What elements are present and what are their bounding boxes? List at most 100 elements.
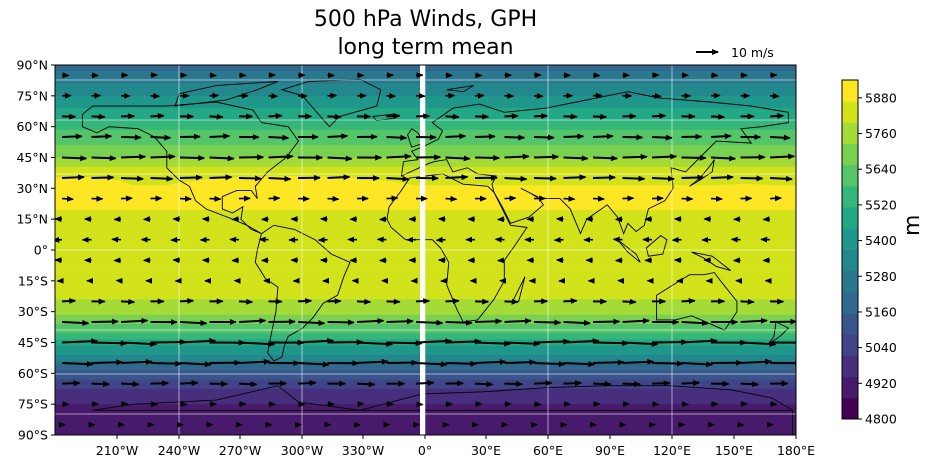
coastline-south-america xyxy=(254,224,351,362)
wind-arrow xyxy=(474,318,503,325)
wind-arrow xyxy=(61,338,99,345)
wind-arrow xyxy=(179,361,212,368)
wind-arrow xyxy=(179,338,217,344)
lat-tick-label: 45°N xyxy=(16,150,48,165)
coastline-new-zealand xyxy=(767,321,790,345)
wind-arrow xyxy=(769,195,782,202)
wind-arrow xyxy=(504,340,541,347)
wind-arrow xyxy=(445,298,460,305)
wind-arrow xyxy=(238,341,276,348)
lon-tick-label: 210°W xyxy=(96,443,138,458)
wind-arrow xyxy=(150,360,183,367)
wind-arrow xyxy=(327,113,342,120)
wind-arrow xyxy=(120,358,153,365)
wind-arrow xyxy=(710,174,734,181)
coastline-borneo xyxy=(645,235,668,257)
wind-arrow xyxy=(563,361,596,368)
wind-arrow xyxy=(592,340,630,347)
wind-arrow xyxy=(327,133,349,140)
wind-arrow xyxy=(504,153,530,160)
lon-tick-label: 30°E xyxy=(471,443,501,458)
wind-arrow xyxy=(445,360,478,367)
wind-arrow xyxy=(681,380,701,387)
wind-arrow xyxy=(150,113,165,120)
gph-high-cell xyxy=(55,177,87,195)
wind-arrow xyxy=(681,298,696,305)
wind-arrow xyxy=(150,153,176,160)
lon-tick-label: 330°W xyxy=(342,443,384,458)
coastline-africa xyxy=(386,173,528,323)
wind-arrow xyxy=(179,380,199,387)
wind-arrow xyxy=(651,360,684,367)
wind-arrow xyxy=(209,133,231,140)
wind-arrow xyxy=(740,358,773,365)
wind-arrow xyxy=(179,298,195,305)
wind-arrow xyxy=(91,359,124,366)
wind-arrow xyxy=(120,381,140,388)
coastline-north-america xyxy=(81,101,300,235)
wind-arrow xyxy=(563,155,589,162)
wind-arrow xyxy=(386,318,414,325)
wind-arrow xyxy=(209,155,235,162)
wind-arrow xyxy=(563,380,583,387)
wind-arrow xyxy=(563,298,578,305)
lat-tick-label: 75°S xyxy=(18,397,48,412)
coastlines xyxy=(81,78,793,435)
wind-arrow xyxy=(61,155,88,162)
wind-arrow xyxy=(238,358,271,365)
longitude-ticks: 210°W 240°W 270°W 300°W 330°W 0° 30°E 60°E 90°E 1… xyxy=(96,435,815,458)
wind-arrow xyxy=(504,318,532,325)
wind-arrow xyxy=(120,340,158,347)
wind-arrow xyxy=(769,134,791,141)
wind-arrow xyxy=(474,133,496,140)
lat-tick-label: 30°N xyxy=(16,181,48,196)
wind-arrow xyxy=(209,113,224,120)
wind-arrow xyxy=(445,133,467,140)
coastline-new-guinea xyxy=(691,251,732,272)
wind-arrow xyxy=(622,340,659,347)
wind-arrow xyxy=(150,134,172,141)
wind-arrow xyxy=(592,113,608,120)
wind-arrow xyxy=(356,298,372,305)
wind-arrow xyxy=(681,174,705,181)
wind-arrow xyxy=(445,319,473,326)
wind-arrow xyxy=(681,320,709,327)
lon-tick-label: 300°W xyxy=(281,443,323,458)
gph-high-cell xyxy=(697,184,793,204)
coastline-sumatra xyxy=(617,239,641,263)
wind-arrow xyxy=(91,155,117,162)
wind-arrow xyxy=(622,175,646,182)
wind-arrow xyxy=(150,175,174,182)
lat-tick-label: 30°S xyxy=(18,304,48,319)
wind-arrow xyxy=(769,153,796,160)
wind-arrow xyxy=(91,133,113,140)
wind-arrow xyxy=(386,175,410,182)
map-title-line-1: 500 hPa Winds, GPH xyxy=(313,7,538,32)
wind-arrow xyxy=(533,113,549,120)
wind-arrow xyxy=(356,318,385,325)
coastline-eurasia xyxy=(400,91,789,235)
wind-arrow xyxy=(504,359,537,366)
lon-tick-label: 270°W xyxy=(219,443,261,458)
wind-arrow xyxy=(710,133,732,140)
wind-arrow xyxy=(209,174,233,181)
wind-arrow xyxy=(474,381,494,388)
wind-arrow xyxy=(681,337,718,344)
wind-arrow xyxy=(327,174,351,181)
map-title-line-2: long term mean xyxy=(337,35,514,60)
wind-arrow xyxy=(563,133,585,140)
wind-arrow xyxy=(533,338,571,345)
wind-arrow xyxy=(415,361,448,368)
lon-tick-label: 240°W xyxy=(158,443,200,458)
wind-arrow xyxy=(356,358,389,365)
wind-arrow xyxy=(356,381,376,388)
wind-arrow xyxy=(415,338,453,345)
wind-arrow xyxy=(740,381,760,388)
wind-arrow xyxy=(120,317,149,324)
wind-arrow xyxy=(268,175,292,182)
wind-arrow xyxy=(740,317,768,324)
wind-arrow xyxy=(150,380,170,387)
wind-arrow xyxy=(622,153,648,160)
wind-arrow xyxy=(238,175,262,182)
